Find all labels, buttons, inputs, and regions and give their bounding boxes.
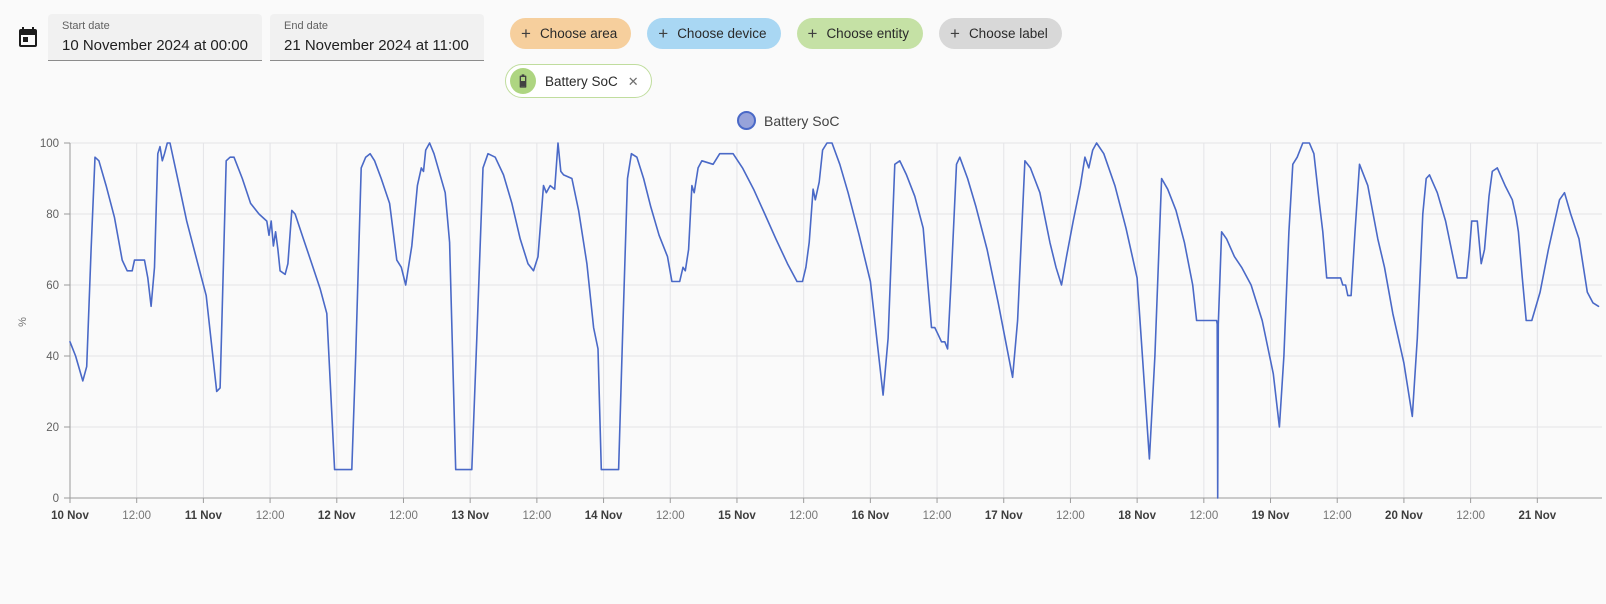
plus-icon: +: [658, 23, 669, 43]
x-tick-label: 12:00: [1189, 510, 1218, 522]
legend-item-battery-soc[interactable]: Battery SoC: [737, 111, 839, 130]
y-tick-label: 20: [46, 422, 59, 434]
chip-label: Choose entity: [826, 26, 909, 41]
x-tick-label: 15 Nov: [718, 510, 756, 522]
end-date-field[interactable]: End date 21 November 2024 at 11:00: [270, 14, 484, 61]
x-tick-label: 12:00: [923, 510, 952, 522]
y-tick-label: 0: [53, 493, 59, 505]
close-icon[interactable]: ✕: [627, 73, 639, 89]
x-tick-label: 12:00: [1323, 510, 1352, 522]
start-date-label: Start date: [62, 20, 110, 32]
entity-chip-label: Battery SoC: [545, 73, 618, 89]
x-tick-label: 13 Nov: [451, 510, 489, 522]
end-date-value: 21 November 2024 at 11:00: [284, 37, 469, 54]
x-tick-label: 17 Nov: [985, 510, 1023, 522]
x-tick-label: 10 Nov: [51, 510, 89, 522]
x-tick-label: 12:00: [1056, 510, 1085, 522]
y-axis-unit-label: %: [17, 317, 29, 327]
filter-chips-row: + Choose area + Choose device + Choose entity…: [510, 18, 1062, 49]
date-range-calendar-button[interactable]: [14, 24, 42, 52]
plus-icon: +: [950, 23, 960, 43]
x-tick-label: 12:00: [1456, 510, 1485, 522]
chip-choose-area[interactable]: + Choose area: [510, 18, 632, 49]
x-tick-label: 14 Nov: [585, 510, 623, 522]
x-tick-label: 11 Nov: [185, 510, 223, 522]
end-date-label: End date: [284, 20, 329, 32]
x-tick-label: 21 Nov: [1518, 510, 1556, 522]
legend-label: Battery SoC: [764, 112, 840, 129]
chip-choose-device[interactable]: + Choose device: [647, 18, 781, 49]
y-tick-label: 80: [46, 209, 59, 221]
x-tick-label: 12:00: [122, 510, 151, 522]
x-tick-label: 16 Nov: [851, 510, 889, 522]
chip-choose-label[interactable]: + Choose label: [939, 18, 1062, 49]
start-date-field[interactable]: Start date 10 November 2024 at 00:00: [48, 14, 262, 61]
x-tick-label: 12:00: [389, 510, 418, 522]
x-tick-label: 12 Nov: [318, 510, 356, 522]
start-date-value: 10 November 2024 at 00:00: [62, 37, 248, 54]
entity-chip-battery-soc[interactable]: Battery SoC ✕: [505, 64, 652, 98]
y-tick-label: 100: [40, 138, 59, 150]
chip-label: Choose area: [539, 26, 618, 41]
chip-choose-entity[interactable]: + Choose entity: [796, 18, 923, 49]
legend-dot: [737, 111, 756, 130]
calendar-icon: [19, 27, 37, 47]
y-tick-label: 60: [46, 280, 59, 292]
x-tick-label: 12:00: [656, 510, 685, 522]
plus-icon: +: [521, 23, 531, 43]
plus-icon: +: [807, 23, 818, 43]
x-tick-label: 12:00: [789, 510, 818, 522]
chip-label: Choose device: [677, 26, 767, 41]
x-tick-label: 19 Nov: [1252, 510, 1290, 522]
x-tick-label: 12:00: [522, 510, 551, 522]
battery-icon: [510, 68, 536, 94]
x-tick-label: 18 Nov: [1118, 510, 1156, 522]
soc-line: [69, 142, 1600, 499]
x-tick-label: 20 Nov: [1385, 510, 1423, 522]
chip-label: Choose label: [968, 26, 1048, 41]
y-tick-label: 40: [46, 351, 59, 363]
x-tick-label: 12:00: [256, 510, 285, 522]
